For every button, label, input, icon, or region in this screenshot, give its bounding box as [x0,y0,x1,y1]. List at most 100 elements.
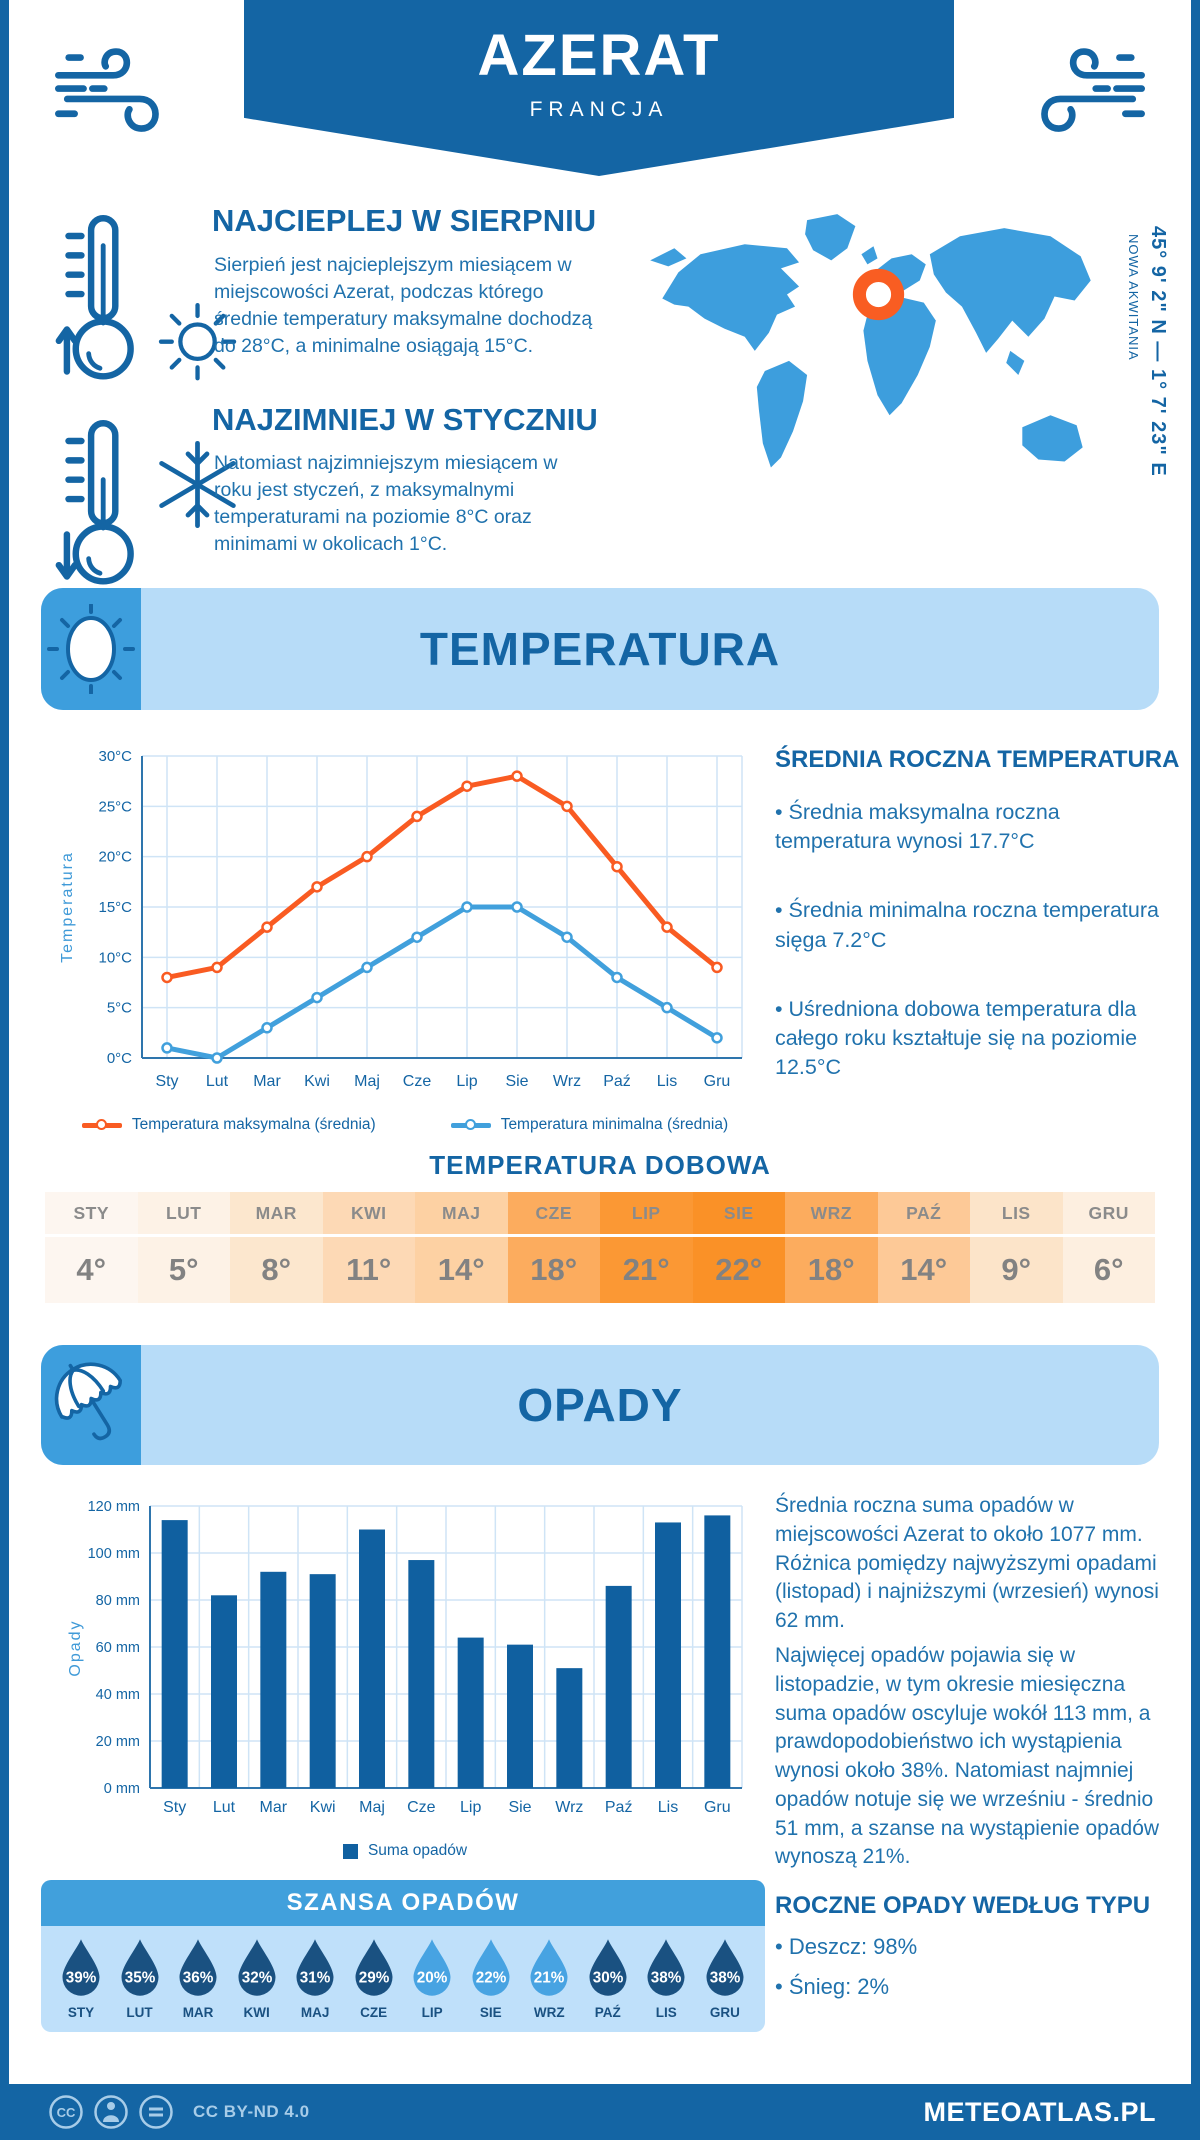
x-tick-label: Sie [508,1799,531,1816]
droplet-month-label: LIS [655,2005,677,2020]
cc-by-icon [94,2095,128,2129]
y-tick-label: 15°C [98,899,132,916]
data-point [461,901,473,913]
max-temp-line [164,773,720,980]
right-border [1191,0,1200,2140]
table-cell-month: MAJ [415,1192,508,1234]
x-tick-label: Mar [260,1799,288,1816]
droplet-icon: 21% [530,1939,568,1996]
x-tick-label: Gru [704,1799,731,1816]
droplet-column: 32% KWI [231,1936,283,2020]
droplet-month-label: CZE [360,2005,388,2020]
x-tick-label: Lis [657,1073,677,1090]
y-tick-label: 60 mm [96,1640,140,1656]
table-cell-month: WRZ [785,1192,878,1234]
droplet-icon: 22% [472,1939,510,1996]
x-tick-label: Wrz [555,1799,583,1816]
precip-chance-title: SZANSA OPADÓW [41,1880,765,1926]
data-point [161,1042,173,1054]
sun-icon [158,303,237,381]
droplet-column: 38% LIS [640,1936,692,2020]
precip-sum-swatch [342,1843,358,1859]
table-cell-value: 11° [322,1237,415,1303]
data-point [361,961,373,974]
temperature-summary-bullets: • Średnia maksymalna roczna temperatura … [775,798,1167,1123]
table-cell-value: 8° [230,1237,323,1303]
max-temp-swatch [81,1118,122,1130]
legend-item-sum: Suma opadów [342,1842,467,1860]
data-point [711,1032,723,1044]
y-tick-label: 100 mm [88,1546,140,1562]
droplet-column: 30% PAŹ [582,1936,634,2020]
legend-item-min: Temperatura minimalna (średnia) [450,1116,728,1134]
table-cell-month: CZE [507,1192,600,1234]
droplet-column: 21% WRZ [523,1936,575,2020]
droplet-column: 36% MAR [172,1936,224,2020]
temperature-section-title: TEMPERATURA [419,623,781,675]
precipitation-section-title: OPADY [517,1379,683,1431]
x-tick-label: Paź [605,1799,633,1816]
precip-bar [161,1520,188,1788]
y-tick-label: 120 mm [88,1499,140,1515]
cc-icon: CC [49,2095,83,2129]
precip-bar [211,1595,237,1788]
table-column: MAR 8° [230,1192,323,1303]
header-banner: AZERAT FRANCJA [244,0,954,176]
x-tick-label: Kwi [310,1799,336,1816]
droplet-icon: 36% [179,1939,217,1996]
precip-bar [556,1668,583,1788]
table-cell-month: LIP [600,1192,693,1234]
droplet-percent: 22% [475,1970,506,1987]
x-tick-label: Paź [603,1073,631,1090]
table-column: LIP 21° [600,1192,693,1303]
data-point [161,971,173,984]
precipitation-chart-legend: Suma opadów [50,1842,760,1860]
droplet-column: 35% LUT [114,1936,166,2020]
droplet-month-label: SIE [479,2005,502,2020]
page-subtitle: FRANCJA [529,98,669,121]
umbrella-banner-icon [41,1345,141,1465]
precip-bar [457,1637,484,1788]
table-cell-value: 18° [507,1237,600,1303]
y-tick-label: 10°C [98,949,132,966]
daily-temperature-title: TEMPERATURA DOBOWA [429,1150,771,1180]
site-name: METEOATLAS.PL [923,2096,1156,2127]
precip-bar [605,1585,632,1788]
x-tick-label: Sty [163,1799,186,1816]
temperature-bullet: • Średnia maksymalna roczna temperatura … [775,800,1060,854]
droplet-percent: 32% [241,1970,272,1987]
precipitation-paragraph-2: Najwięcej opadów pojawia się w listopadz… [775,1644,1160,1869]
location-marker-icon [852,268,905,321]
data-point [661,921,673,933]
legend-item-max: Temperatura maksymalna (średnia) [81,1116,376,1134]
droplet-percent: 31% [300,1970,331,1987]
data-point [411,931,423,943]
droplet-column: 38% GRU [699,1936,751,2020]
precip-type-bullet: • Deszcz: 98% [775,1934,918,1959]
droplet-percent: 29% [358,1970,389,1987]
table-column: SIE 22° [692,1192,785,1303]
warm-highlight-text: Sierpień jest najcieplejszym miesiącem w… [214,254,593,357]
svg-text:CC: CC [57,2105,76,2120]
precip-bar [260,1571,287,1788]
x-tick-label: Kwi [304,1073,330,1090]
left-border [0,0,9,2140]
data-point [261,921,273,933]
droplet-month-label: STY [67,2005,95,2020]
droplet-month-label: WRZ [533,2005,565,2020]
droplet-percent: 30% [593,1970,624,1987]
data-point [211,1052,223,1064]
table-column: CZE 18° [507,1192,600,1303]
temperature-chart: Temperatura 0°C 5°C 10°C 15°C 20°C 25°C 30°C Sty… [59,748,743,1090]
table-cell-month: STY [45,1192,138,1234]
table-cell-value: 14° [877,1237,970,1303]
temperature-bullet: • Uśredniona dobowa temperatura dla całe… [775,996,1138,1080]
droplet-icon: 38% [706,1939,744,1996]
license-label: CC BY-ND 4.0 [193,2102,310,2121]
droplet-month-label: LIP [421,2005,443,2020]
droplet-percent: 38% [710,1970,741,1987]
precipitation-section-banner: OPADY [41,1345,1159,1465]
droplet-column: 39% STY [55,1936,107,2020]
coordinates-label: 45° 9' 2" N — 1° 7' 23" E [1147,226,1169,477]
